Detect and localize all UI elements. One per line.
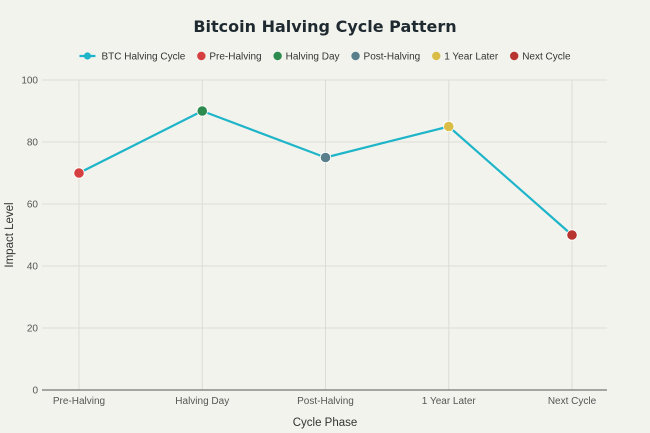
legend-label: Pre-Halving bbox=[209, 52, 261, 63]
x-axis-title: Cycle Phase bbox=[293, 417, 358, 429]
legend-label: Next Cycle bbox=[522, 52, 571, 63]
y-tick-label: 0 bbox=[32, 386, 38, 397]
series bbox=[73, 105, 578, 241]
x-tick-label: Post-Halving bbox=[297, 396, 354, 407]
data-point[interactable] bbox=[443, 120, 455, 133]
y-tick-label: 100 bbox=[21, 76, 38, 87]
y-axis: 0 20 40 60 80 100 bbox=[21, 76, 38, 397]
legend-label: BTC Halving Cycle bbox=[101, 52, 185, 63]
legend-item[interactable]: 1 Year Later bbox=[432, 52, 499, 63]
legend-label: Post-Halving bbox=[364, 52, 421, 63]
y-tick-label: 40 bbox=[27, 262, 39, 273]
legend-item[interactable]: Pre-Halving bbox=[197, 51, 262, 63]
x-axis: Pre-Halving Halving Day Post-Halving 1 Year… bbox=[42, 389, 607, 407]
legend-marker bbox=[273, 51, 282, 61]
y-axis-title: Impact Level bbox=[4, 202, 16, 267]
data-point[interactable] bbox=[319, 151, 332, 164]
legend-marker bbox=[432, 51, 441, 61]
legend-item[interactable]: Post-Halving bbox=[351, 52, 420, 63]
legend-marker bbox=[83, 52, 92, 60]
chart-title: Bitcoin Halving Cycle Pattern bbox=[193, 17, 456, 36]
y-tick-label: 60 bbox=[27, 200, 39, 211]
legend-marker bbox=[509, 51, 519, 61]
x-tick-label: Next Cycle bbox=[548, 396, 597, 407]
legend: BTC Halving Cycle Pre-Halving Halving Day P… bbox=[79, 52, 571, 63]
x-tick-label: Halving Day bbox=[175, 396, 229, 407]
legend-item[interactable]: BTC Halving Cycle bbox=[79, 52, 186, 63]
grid bbox=[42, 79, 607, 390]
data-point[interactable] bbox=[73, 167, 85, 179]
legend-label: 1 Year Later bbox=[444, 52, 499, 63]
y-tick-label: 20 bbox=[27, 324, 39, 335]
legend-item[interactable]: Halving Day bbox=[273, 51, 340, 63]
x-tick-label: Pre-Halving bbox=[53, 396, 105, 407]
legend-label: Halving Day bbox=[286, 52, 340, 63]
x-tick-label: 1 Year Later bbox=[422, 396, 477, 407]
legend-marker bbox=[351, 51, 360, 61]
data-point[interactable] bbox=[196, 105, 208, 117]
legend-marker bbox=[197, 51, 206, 61]
y-tick-label: 80 bbox=[27, 138, 39, 149]
data-point[interactable] bbox=[566, 229, 578, 241]
legend-item[interactable]: Next Cycle bbox=[509, 51, 571, 63]
